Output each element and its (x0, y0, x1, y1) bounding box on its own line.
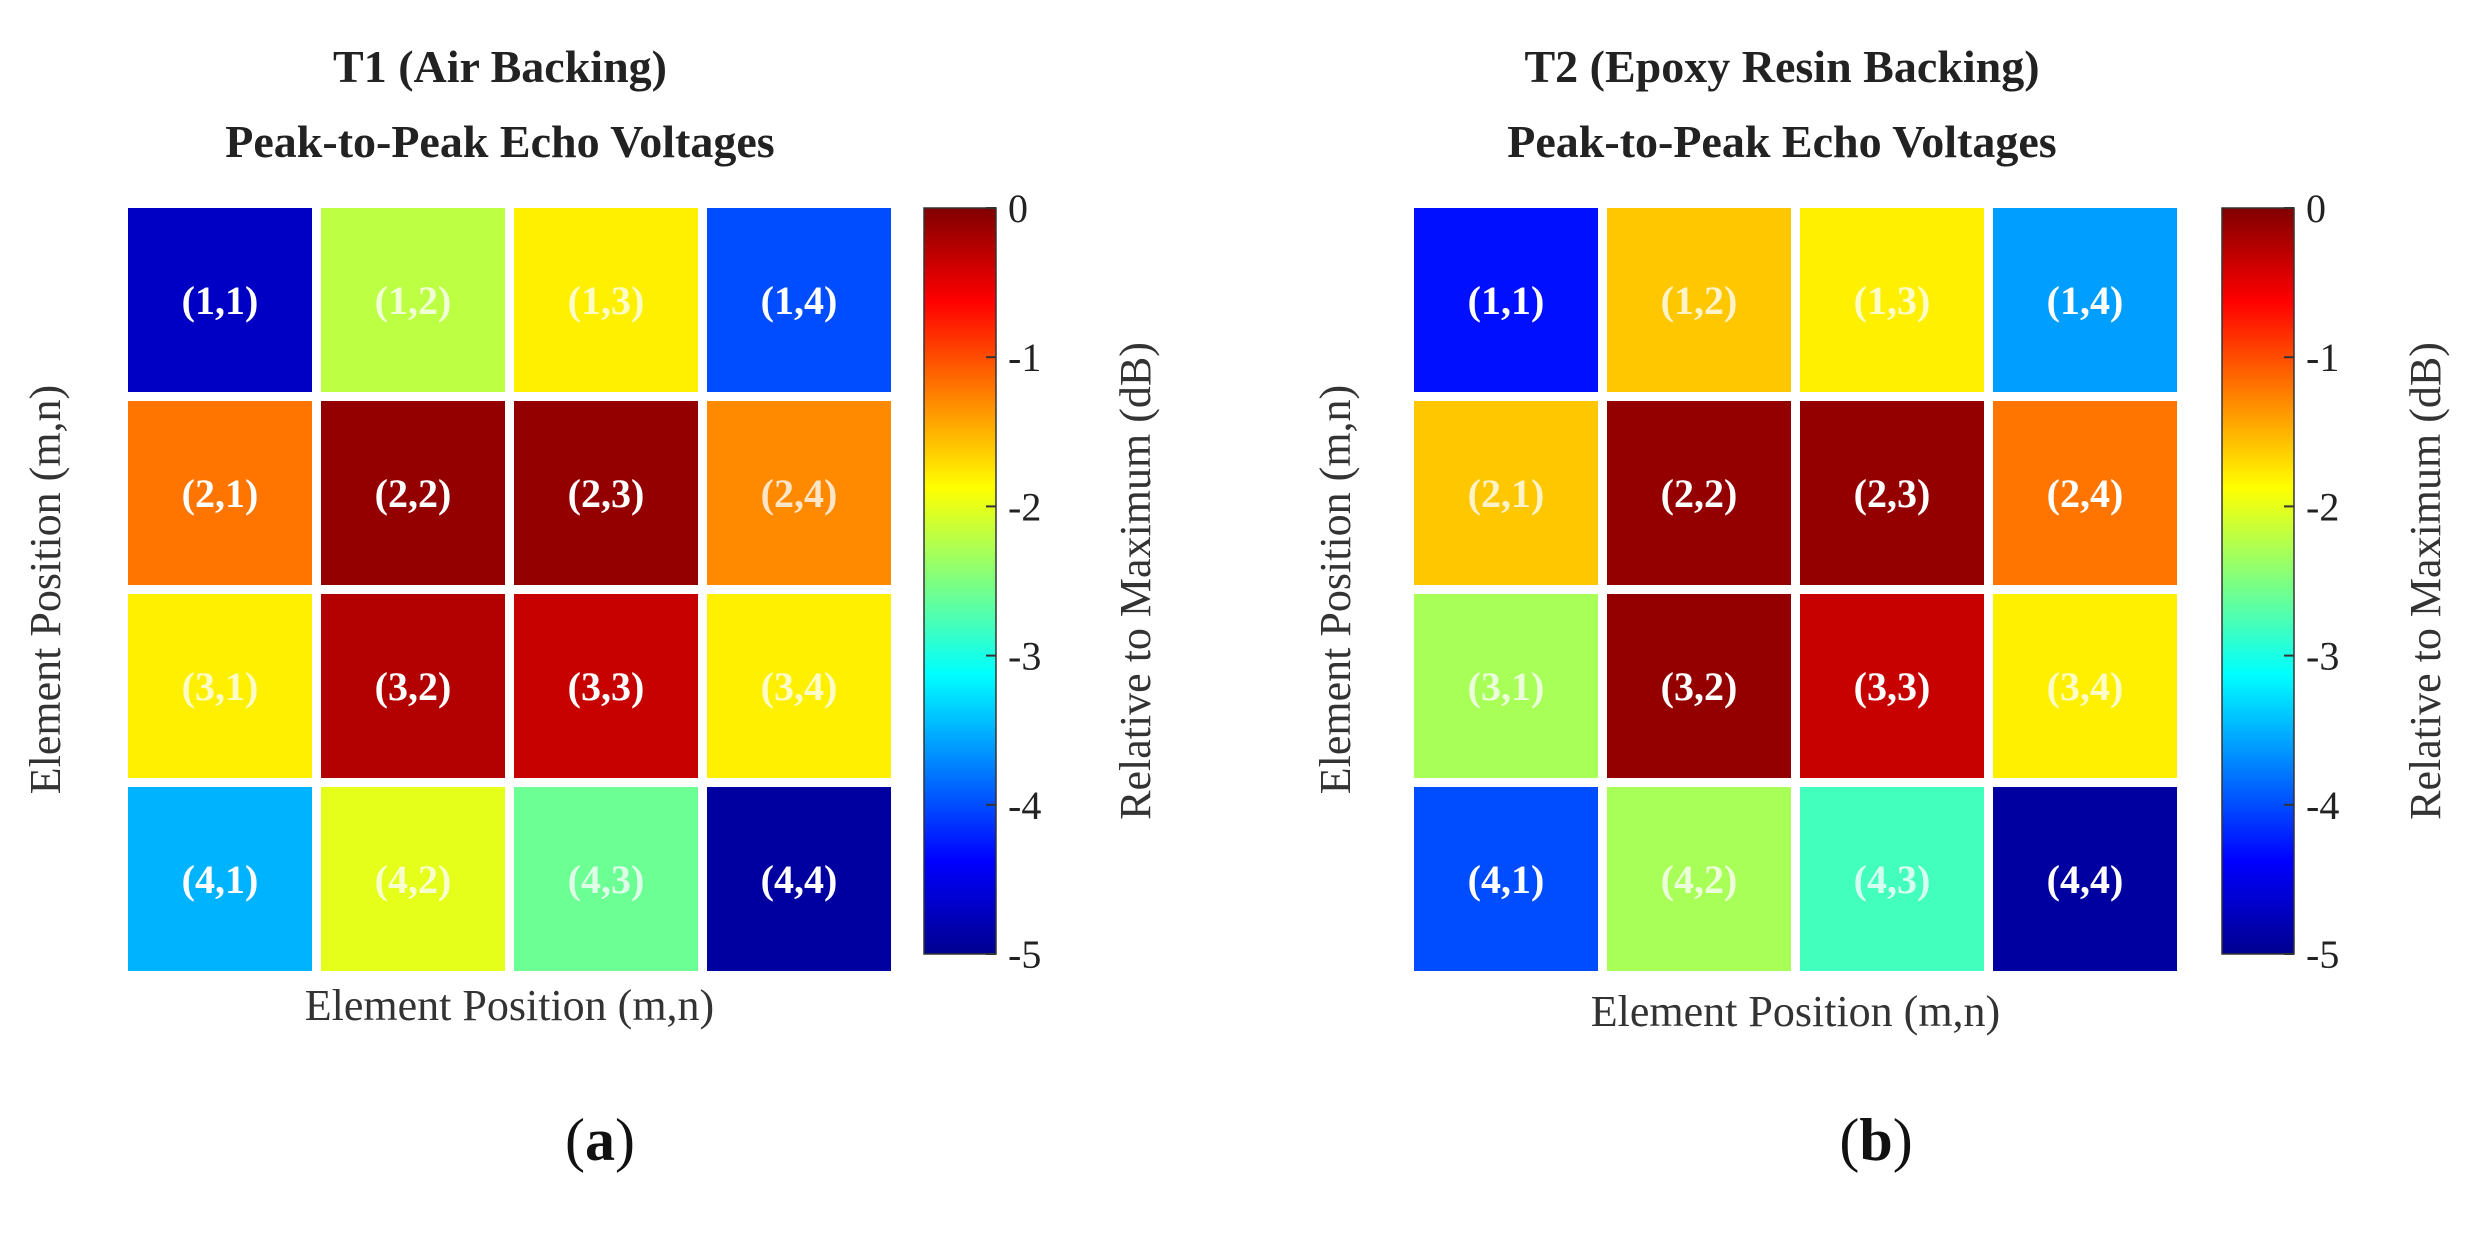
heatmap-cell-1-3 (514, 208, 698, 392)
panel-label-a: (a) (565, 1107, 635, 1173)
chart-title-line-2: Peak-to-Peak Echo Voltages (1507, 116, 2056, 167)
heatmap-cell-3-1 (128, 594, 312, 778)
cell-label-3-3: (3,3) (1854, 664, 1931, 709)
cell-label-1-3: (1,3) (1854, 278, 1931, 323)
heatmap-cell-4-4 (1993, 787, 2177, 971)
heatmap-cell-4-3 (514, 787, 698, 971)
cell-label-1-4: (1,4) (761, 278, 838, 323)
cell-label-3-1: (3,1) (1468, 664, 1545, 709)
heatmap-cell-1-2 (1607, 208, 1791, 392)
colorbar-tick-label-1: -1 (1008, 335, 1041, 380)
cell-label-4-4: (4,4) (2047, 857, 2124, 902)
cell-label-3-2: (3,2) (375, 664, 452, 709)
colorbar-tick-label-3: -3 (2306, 634, 2339, 679)
cell-label-3-3: (3,3) (568, 664, 645, 709)
heatmap-cell-3-1 (1414, 594, 1598, 778)
cell-label-2-2: (2,2) (375, 471, 452, 516)
colorbar-label: Relative to Maximum (dB) (1111, 342, 1160, 820)
cell-label-2-2: (2,2) (1661, 471, 1738, 516)
heatmap-cell-3-3 (1800, 594, 1984, 778)
heatmap-cell-1-1 (1414, 208, 1598, 392)
colorbar-label: Relative to Maximum (dB) (2401, 342, 2450, 820)
heatmap-cell-4-1 (128, 787, 312, 971)
y-axis-label: Element Position (m,n) (1311, 385, 1360, 794)
heatmap-cell-3-2 (1607, 594, 1791, 778)
heatmap-cell-3-2 (321, 594, 505, 778)
colorbar (2221, 207, 2295, 955)
cell-label-1-4: (1,4) (2047, 278, 2124, 323)
heatmap-cell-1-1 (128, 208, 312, 392)
colorbar-tick-label-0: 0 (1008, 186, 1028, 231)
heatmap-cell-3-3 (514, 594, 698, 778)
cell-label-1-1: (1,1) (182, 278, 259, 323)
heatmap-cell-4-2 (1607, 787, 1791, 971)
cell-label-1-2: (1,2) (375, 278, 452, 323)
colorbar-tick-label-5: -5 (2306, 932, 2339, 977)
heatmap-cell-2-3 (1800, 401, 1984, 585)
heatmap-cell-2-4 (707, 401, 891, 585)
colorbar-tick-label-2: -2 (2306, 484, 2339, 529)
cell-label-4-3: (4,3) (1854, 857, 1931, 902)
heatmap-cell-4-4 (707, 787, 891, 971)
cell-label-2-1: (2,1) (182, 471, 259, 516)
heatmap-cell-4-2 (321, 787, 505, 971)
heatmap-cell-1-4 (1993, 208, 2177, 392)
colorbar-tick-label-3: -3 (1008, 634, 1041, 679)
cell-label-3-4: (3,4) (2047, 664, 2124, 709)
panel-label-b: (b) (1839, 1107, 1912, 1173)
cell-label-1-3: (1,3) (568, 278, 645, 323)
x-axis-label: Element Position (m,n) (1591, 987, 2000, 1036)
cell-label-4-4: (4,4) (761, 857, 838, 902)
heatmap-cell-3-4 (707, 594, 891, 778)
colorbar-tick-label-0: 0 (2306, 186, 2326, 231)
y-axis-label: Element Position (m,n) (21, 385, 70, 794)
cell-label-1-2: (1,2) (1661, 278, 1738, 323)
heatmap-cell-1-3 (1800, 208, 1984, 392)
cell-label-2-4: (2,4) (2047, 471, 2124, 516)
cell-label-3-1: (3,1) (182, 664, 259, 709)
heatmap-cell-3-4 (1993, 594, 2177, 778)
colorbar-tick-label-4: -4 (1008, 783, 1041, 828)
colorbar-tick-label-2: -2 (1008, 484, 1041, 529)
colorbar (923, 207, 997, 955)
heatmap-cell-2-2 (1607, 401, 1791, 585)
cell-label-4-2: (4,2) (375, 857, 452, 902)
cell-label-4-1: (4,1) (182, 857, 259, 902)
chart-title-line-1: T1 (Air Backing) (333, 41, 667, 92)
colorbar-tick-label-5: -5 (1008, 932, 1041, 977)
heatmap-cell-2-2 (321, 401, 505, 585)
heatmap-cell-2-4 (1993, 401, 2177, 585)
cell-label-2-3: (2,3) (1854, 471, 1931, 516)
cell-label-3-2: (3,2) (1661, 664, 1738, 709)
chart-title-line-1: T2 (Epoxy Resin Backing) (1524, 41, 2039, 92)
cell-label-2-1: (2,1) (1468, 471, 1545, 516)
cell-label-2-3: (2,3) (568, 471, 645, 516)
heatmap-cell-1-4 (707, 208, 891, 392)
heatmap-cell-2-1 (1414, 401, 1598, 585)
colorbar-tick-label-4: -4 (2306, 783, 2339, 828)
cell-label-4-1: (4,1) (1468, 857, 1545, 902)
chart-panel-b: T2 (Epoxy Resin Backing) Peak-to-Peak Ech… (1311, 41, 2450, 1173)
heatmap-cell-4-3 (1800, 787, 1984, 971)
heatmap-cell-2-1 (128, 401, 312, 585)
chart-panel-a: T1 (Air Backing) Peak-to-Peak Echo Voltag… (21, 41, 1160, 1173)
cell-label-4-3: (4,3) (568, 857, 645, 902)
heatmap-cell-4-1 (1414, 787, 1598, 971)
cell-label-1-1: (1,1) (1468, 278, 1545, 323)
heatmap-cell-1-2 (321, 208, 505, 392)
x-axis-label: Element Position (m,n) (305, 981, 714, 1030)
cell-label-2-4: (2,4) (761, 471, 838, 516)
chart-title-line-2: Peak-to-Peak Echo Voltages (225, 116, 774, 167)
cell-label-4-2: (4,2) (1661, 857, 1738, 902)
heatmap-cell-2-3 (514, 401, 698, 585)
colorbar-tick-label-1: -1 (2306, 335, 2339, 380)
cell-label-3-4: (3,4) (761, 664, 838, 709)
